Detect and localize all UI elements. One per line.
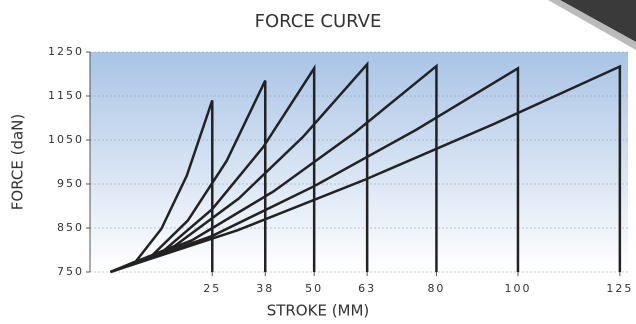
force-line (109, 64, 622, 274)
y-tick-label: 750 (57, 265, 84, 278)
x-tick-label: 100 (504, 282, 531, 295)
force-line (109, 63, 438, 274)
x-tick-label: 25 (203, 282, 221, 295)
corner-bevel (548, 0, 636, 50)
y-tick-label: 1050 (48, 133, 84, 146)
x-tick-label: 50 (305, 282, 323, 295)
y-tick-label: 950 (57, 177, 84, 190)
force-line (109, 66, 520, 274)
y-tick-label: 1250 (48, 45, 84, 58)
x-tick-label: 80 (427, 282, 445, 295)
y-tick-label: 1150 (48, 89, 84, 102)
y-axis-label: FORCE (daN) (9, 114, 27, 210)
x-tick-label: 38 (256, 282, 274, 295)
x-tick-label: 125 (606, 282, 633, 295)
y-tick-label: 850 (57, 221, 84, 234)
x-axis-label: STROKE (MM) (267, 302, 370, 320)
x-tick-label: 63 (358, 282, 376, 295)
chart-title: FORCE CURVE (255, 11, 382, 32)
